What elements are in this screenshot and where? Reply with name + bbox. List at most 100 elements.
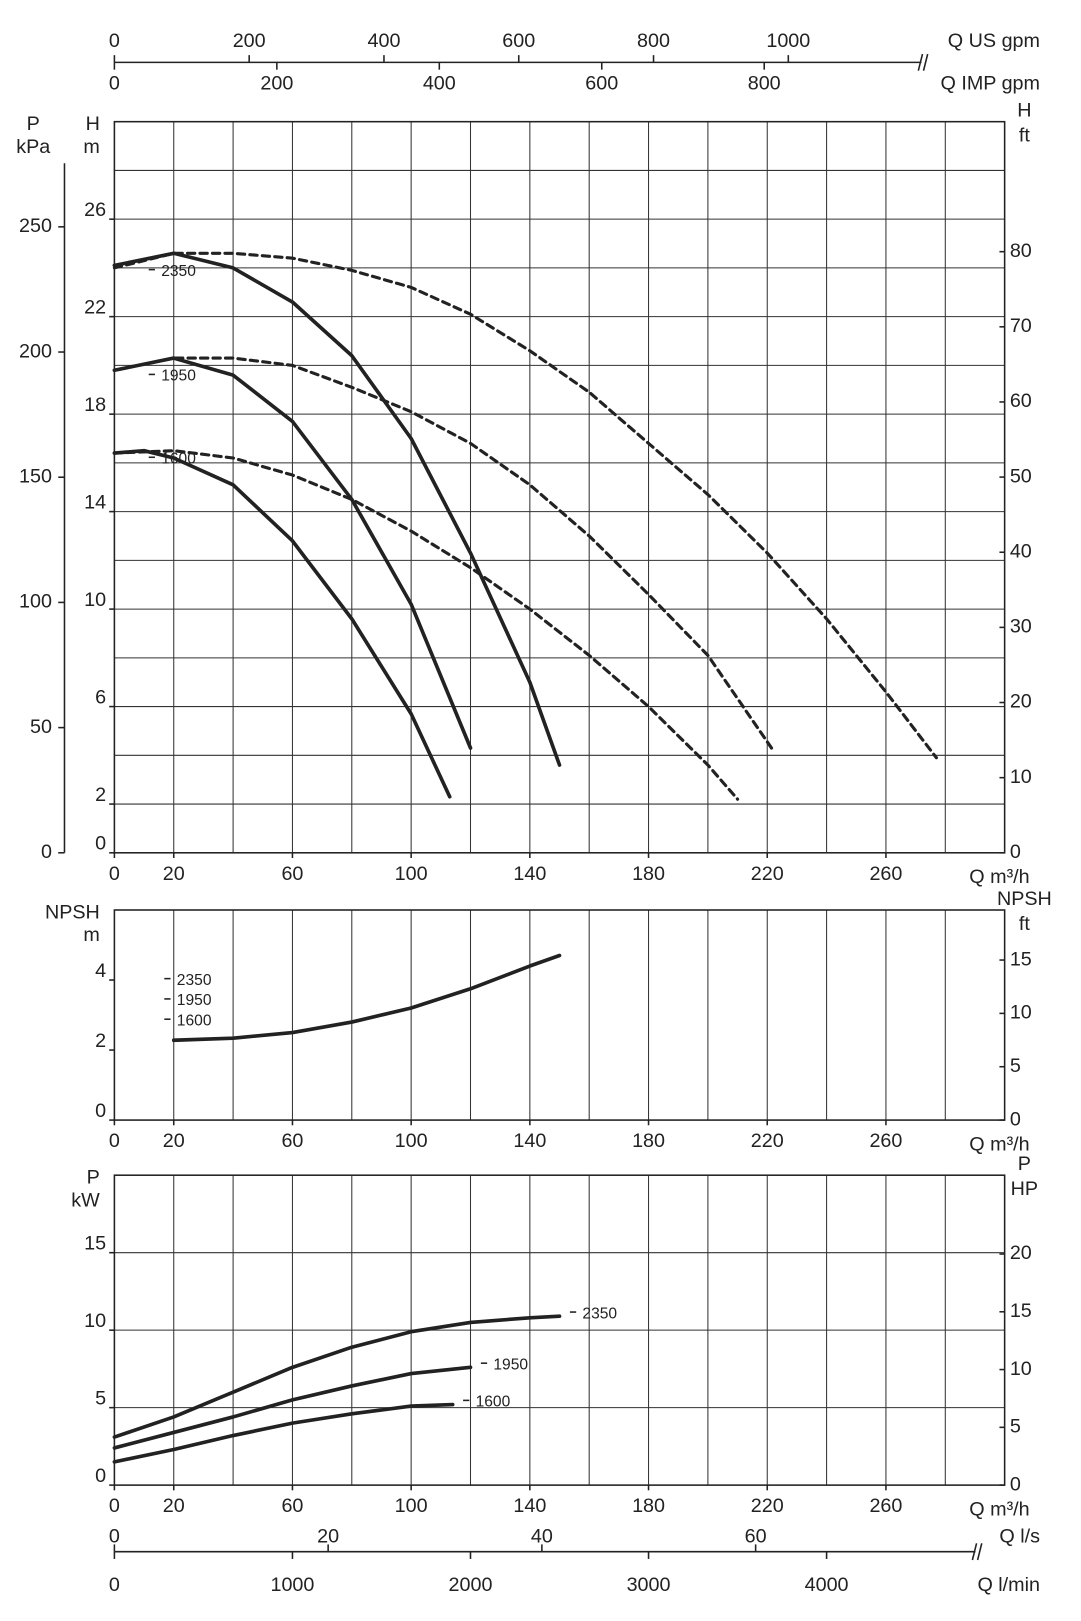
x-tick-label: 0: [109, 1130, 120, 1152]
q-tick-label: 1000: [766, 30, 810, 52]
x-tick-label: 100: [395, 863, 428, 885]
q-tick-label: 600: [502, 30, 535, 52]
y2-tick-label: 15: [1010, 1300, 1032, 1322]
q-tick-label: 400: [423, 72, 456, 94]
axis-break: [971, 1543, 978, 1561]
series-label: 1950: [161, 368, 196, 385]
y2-tick-label: 60: [1010, 390, 1032, 412]
y3-tick-label: 250: [19, 215, 52, 237]
q-tick-label: 60: [745, 1525, 767, 1547]
curve: [112, 1402, 455, 1464]
y-tick-label: 2: [95, 784, 106, 806]
y3-tick-label: 200: [19, 340, 52, 362]
y-tick-label: 15: [84, 1233, 106, 1255]
q-tick-label: 20: [317, 1525, 339, 1547]
x-tick-label: 60: [281, 1495, 303, 1517]
x-axis-label: Q m³/h: [969, 866, 1029, 888]
y-axis-label: kW: [71, 1189, 100, 1211]
q-tick-label: 400: [367, 30, 400, 52]
y-tick-label: 22: [84, 297, 106, 319]
y3-tick-label: 150: [19, 465, 52, 487]
y2-tick-label: 0: [1010, 1108, 1021, 1130]
y-tick-label: 10: [84, 1310, 106, 1332]
x-tick-label: 100: [395, 1495, 428, 1517]
y-tick-label: 18: [84, 394, 106, 416]
y2-axis-label: H: [1017, 99, 1031, 121]
x-tick-label: 60: [281, 863, 303, 885]
x-tick-label: 220: [751, 863, 784, 885]
curve: [112, 1314, 562, 1439]
y2-tick-label: 10: [1010, 1358, 1032, 1380]
y-tick-label: 14: [84, 492, 106, 514]
y2-tick-label: 10: [1010, 766, 1032, 788]
y-tick-label: 26: [84, 199, 106, 221]
y2-tick-label: 5: [1010, 1055, 1021, 1077]
x-tick-label: 20: [163, 863, 185, 885]
y2-tick-label: 20: [1010, 1242, 1032, 1264]
y3-axis-label: kPa: [16, 136, 50, 158]
y2-axis-label: NPSH: [997, 888, 1052, 910]
q-axis-label: Q l/s: [999, 1525, 1040, 1547]
axis-break: [976, 1543, 983, 1561]
q-tick-label: 4000: [805, 1574, 849, 1596]
x-tick-label: 0: [109, 863, 120, 885]
y-axis-label: m: [83, 136, 99, 158]
series-label: 2350: [582, 1305, 617, 1322]
q-tick-label: 2000: [449, 1574, 493, 1596]
series-label: 1600: [476, 1394, 511, 1411]
q-tick-label: 0: [109, 1574, 120, 1596]
curve: [112, 251, 562, 767]
q-tick-label: 600: [585, 72, 618, 94]
curve: [171, 953, 562, 1043]
q-axis-label: Q IMP gpm: [940, 72, 1040, 94]
series-label: 2350: [177, 972, 212, 989]
curve: [112, 448, 452, 799]
x-tick-label: 260: [869, 1495, 902, 1517]
q-tick-label: 200: [233, 30, 266, 52]
y3-tick-label: 100: [19, 591, 52, 613]
y-tick-label: 6: [95, 686, 106, 708]
q-tick-label: 200: [260, 72, 293, 94]
dashed-curve: [112, 356, 775, 753]
y-tick-label: 5: [95, 1388, 106, 1410]
plot-frame: [113, 120, 1006, 854]
y-axis-label: NPSH: [45, 901, 100, 923]
y2-tick-label: 70: [1010, 315, 1032, 337]
y-tick-label: 2: [95, 1030, 106, 1052]
y-tick-label: 10: [84, 589, 106, 611]
x-tick-label: 20: [163, 1130, 185, 1152]
y2-axis-label: ft: [1019, 124, 1030, 146]
curve: [112, 356, 473, 750]
x-tick-label: 0: [109, 1495, 120, 1517]
x-tick-label: 220: [751, 1495, 784, 1517]
y2-tick-label: 30: [1010, 616, 1032, 638]
x-axis-label: Q m³/h: [969, 1498, 1029, 1520]
q-tick-label: 40: [531, 1525, 553, 1547]
series-label: 2350: [161, 263, 196, 280]
q-tick-label: 0: [109, 72, 120, 94]
y-axis-label: m: [83, 924, 99, 946]
series-label: 1950: [177, 992, 212, 1009]
y-tick-label: 0: [95, 833, 106, 855]
x-tick-label: 140: [513, 1495, 546, 1517]
y-axis-label: P: [87, 1167, 100, 1189]
x-tick-label: 260: [869, 863, 902, 885]
x-tick-label: 180: [632, 1495, 665, 1517]
chart-body: 0 20 60 100 140 180 220 260 Q m³/h0261014182226H…: [16, 30, 1052, 1596]
x-axis-label: Q m³/h: [969, 1133, 1029, 1155]
series-label: 1600: [161, 450, 196, 467]
x-tick-label: 220: [751, 1130, 784, 1152]
y2-axis-label: ft: [1019, 913, 1030, 935]
q-axis-label: Q l/min: [977, 1574, 1040, 1596]
y2-tick-label: 0: [1010, 1473, 1021, 1495]
series-label: 1600: [177, 1012, 212, 1029]
q-tick-label: 800: [748, 72, 781, 94]
plot-frame: [113, 909, 1006, 1121]
x-tick-label: 180: [632, 863, 665, 885]
y2-tick-label: 0: [1010, 841, 1021, 863]
y2-axis-label: P: [1018, 1153, 1031, 1175]
curve: [112, 1365, 473, 1450]
x-tick-label: 140: [513, 1130, 546, 1152]
y2-axis-label: HP: [1011, 1178, 1038, 1200]
q-tick-label: 1000: [270, 1574, 314, 1596]
